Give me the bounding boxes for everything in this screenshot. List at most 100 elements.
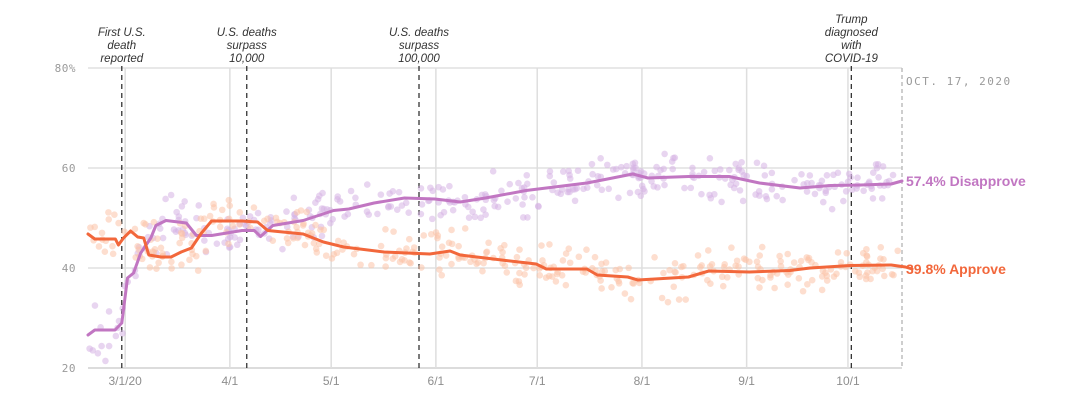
poll-dot-approve [728, 244, 735, 251]
poll-dot-approve [448, 226, 455, 234]
poll-dot-approve [95, 243, 103, 250]
poll-dot-disapprove [477, 214, 484, 222]
poll-dot-disapprove [524, 180, 531, 188]
poll-dot-disapprove [566, 171, 573, 179]
poll-dot-disapprove [428, 215, 436, 223]
poll-dot-approve [808, 276, 816, 284]
poll-dot-disapprove [374, 210, 381, 218]
poll-dot-approve [608, 284, 615, 291]
poll-dot-disapprove [634, 188, 642, 196]
poll-dot-disapprove [363, 181, 371, 188]
poll-dot-disapprove [681, 184, 688, 192]
poll-dot-approve [432, 229, 440, 236]
poll-dot-approve [784, 271, 792, 278]
poll-dot-disapprove [653, 163, 660, 171]
event-annotation-line: with [841, 40, 861, 52]
poll-dot-approve [436, 266, 443, 273]
x-tick-label: 4/1 [222, 374, 239, 388]
poll-dot-approve [598, 285, 605, 292]
poll-dot-disapprove [569, 186, 577, 193]
poll-dot-disapprove [800, 181, 807, 188]
poll-dot-approve [771, 284, 778, 292]
poll-dot-approve [293, 208, 301, 216]
poll-dot-approve [873, 267, 881, 275]
poll-dot-disapprove [623, 162, 630, 170]
poll-dot-approve [121, 228, 128, 235]
poll-dot-approve [566, 259, 574, 267]
poll-dot-disapprove [461, 193, 469, 201]
poll-dot-approve [562, 281, 570, 289]
end-label-disapprove: 57.4% Disapprove [906, 173, 1026, 189]
poll-dot-approve [154, 235, 161, 242]
current-date-label: OCT. 17, 2020 [906, 75, 1012, 88]
poll-dot-approve [675, 296, 683, 303]
poll-dot-disapprove [811, 190, 819, 198]
poll-dot-disapprove [102, 357, 109, 365]
poll-dot-disapprove [761, 172, 769, 179]
poll-dot-disapprove [869, 169, 877, 176]
poll-dot-disapprove [105, 308, 113, 315]
poll-dot-disapprove [661, 181, 668, 189]
poll-dot-approve [389, 255, 397, 263]
poll-dot-approve [721, 261, 728, 268]
poll-dot-disapprove [641, 188, 648, 195]
poll-dot-approve [822, 269, 829, 277]
poll-dot-disapprove [763, 195, 771, 203]
poll-dot-approve [660, 269, 667, 277]
poll-dot-disapprove [559, 168, 567, 175]
poll-dot-disapprove [418, 201, 426, 208]
poll-dot-approve [236, 221, 243, 228]
poll-dot-approve [583, 246, 590, 253]
poll-dot-approve [513, 253, 521, 261]
poll-dot-approve [398, 256, 406, 263]
x-tick-label: 9/1 [738, 374, 755, 388]
poll-dot-approve [474, 259, 482, 266]
poll-dot-disapprove [727, 181, 734, 189]
poll-dot-disapprove [546, 168, 554, 175]
poll-dot-approve [862, 272, 870, 279]
poll-dot-disapprove [860, 187, 867, 195]
poll-dot-approve [483, 248, 491, 256]
poll-dot-disapprove [779, 196, 786, 204]
poll-dot-approve [442, 252, 450, 259]
event-annotation-line: Trump [835, 14, 868, 26]
poll-dot-disapprove [840, 197, 847, 205]
poll-dot-approve [575, 253, 583, 261]
poll-dot-disapprove [661, 150, 668, 158]
poll-dot-approve [682, 296, 690, 303]
poll-dot-approve [91, 223, 99, 231]
poll-dot-disapprove [879, 163, 887, 170]
event-annotation-line: reported [100, 53, 143, 65]
poll-dot-approve [448, 260, 455, 268]
event-annotation-line: U.S. deaths [389, 27, 449, 39]
poll-dot-approve [436, 254, 443, 261]
poll-dot-approve [178, 261, 185, 269]
poll-dot-disapprove [316, 192, 323, 200]
poll-dot-disapprove [828, 205, 836, 213]
poll-dot-approve [672, 268, 679, 276]
poll-dot-disapprove [494, 203, 502, 211]
poll-dot-approve [101, 248, 109, 255]
poll-dot-disapprove [173, 208, 180, 216]
poll-dot-disapprove [506, 180, 514, 188]
poll-dot-disapprove [648, 178, 655, 185]
event-annotation-line: death [107, 40, 136, 52]
poll-dot-disapprove [105, 342, 113, 350]
poll-dot-approve [758, 243, 766, 251]
poll-dot-disapprove [437, 211, 444, 219]
poll-dot-approve [320, 226, 328, 234]
poll-dot-approve [879, 265, 886, 273]
poll-dot-disapprove [195, 202, 203, 209]
poll-dot-approve [485, 239, 492, 247]
poll-dot-approve [186, 256, 193, 264]
poll-dot-approve [522, 264, 530, 272]
poll-dot-approve [310, 239, 318, 247]
poll-dot-approve [627, 295, 635, 303]
poll-dot-approve [818, 286, 826, 294]
poll-dot-disapprove [589, 170, 596, 178]
poll-dot-approve [229, 222, 237, 230]
poll-dot-approve [664, 298, 672, 306]
poll-dot-approve [538, 242, 545, 249]
poll-dot-disapprove [698, 190, 705, 198]
